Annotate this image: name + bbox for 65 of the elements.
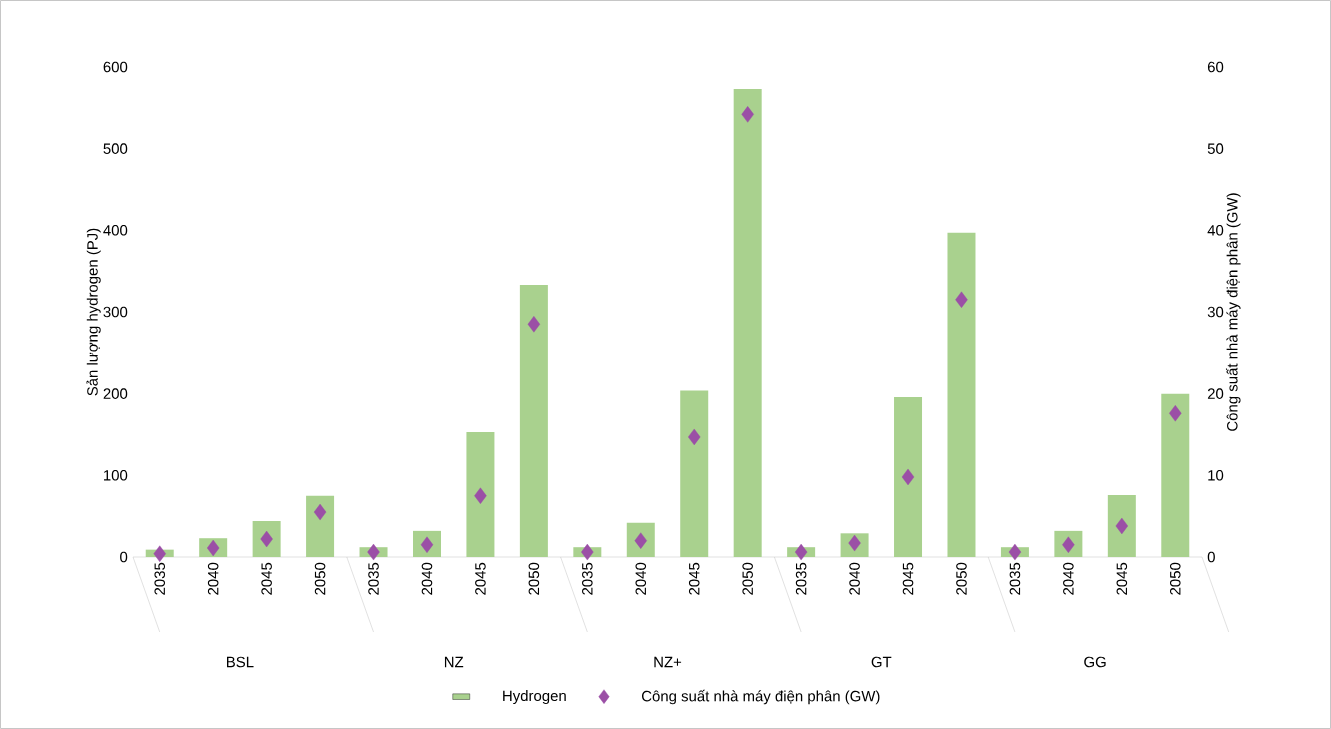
- x-tick-label: 2050: [1169, 562, 1181, 595]
- y2-tick-label: 20: [1207, 388, 1224, 399]
- text: GT: [871, 656, 892, 668]
- y-tick-label: 600: [103, 61, 128, 73]
- bar: [306, 495, 335, 557]
- y-tick-label: 200: [103, 388, 128, 399]
- y2-tick-label: 40: [1207, 225, 1224, 236]
- x-tick-label: 2050: [314, 562, 326, 595]
- point: [581, 543, 594, 561]
- legend-label: Công suất nhà máy điện phân (GW): [641, 689, 880, 705]
- point: [901, 468, 915, 486]
- y2-axis-title: Công suất nhà máy điện phân (GW): [1225, 193, 1241, 431]
- point: [527, 316, 541, 333]
- y2-tick-label: 30: [1207, 306, 1224, 318]
- point: [955, 291, 968, 308]
- x-tick-label: 2040: [207, 562, 219, 595]
- y-axis-title: Sản lượng hydrogen (PJ): [86, 228, 101, 396]
- y-tick-label: 300: [103, 306, 128, 318]
- text: NZ: [444, 656, 464, 668]
- bar: [466, 432, 495, 557]
- point: [1008, 543, 1022, 561]
- x-tick-label: 2045: [688, 562, 700, 595]
- x-tick-label: 2035: [582, 562, 593, 595]
- text: BSL: [227, 656, 254, 668]
- point: [741, 106, 754, 123]
- x-tick-label: 2045: [902, 562, 914, 595]
- bar: [733, 89, 762, 557]
- point: [794, 543, 808, 561]
- x-tick-label: 2040: [1063, 562, 1074, 595]
- bar: [894, 396, 923, 557]
- text: GG: [1084, 656, 1106, 668]
- point: [313, 503, 327, 521]
- x-tick-label: 2050: [528, 562, 540, 595]
- x-tick-label: 2035: [795, 562, 807, 595]
- point: [474, 487, 487, 504]
- legend-label: Hydrogen: [503, 690, 566, 705]
- text: NZ+: [654, 656, 682, 668]
- x-tick-label: 2045: [261, 562, 272, 595]
- x-tick-label: 2040: [635, 562, 647, 595]
- y2-tick-label: 0: [1207, 551, 1215, 563]
- x-tick-label: 2050: [956, 562, 967, 595]
- bar: [1107, 494, 1136, 557]
- x-tick-label: 2035: [154, 562, 166, 595]
- x-tick-label: 2050: [742, 562, 753, 595]
- y-tick-label: 400: [103, 225, 128, 236]
- bar: [947, 232, 976, 557]
- bar: [1161, 393, 1190, 557]
- x-tick-label: 2045: [475, 562, 486, 595]
- x-tick-label: 2045: [1116, 562, 1128, 595]
- bar: [680, 390, 709, 557]
- x-tick-label: 2035: [1009, 562, 1021, 595]
- point: [153, 545, 166, 562]
- y-tick-label: 500: [103, 143, 128, 154]
- point: [1169, 405, 1182, 422]
- x-tick-label: 2040: [421, 562, 433, 595]
- y2-tick-label: 50: [1207, 143, 1224, 154]
- bar: [519, 285, 548, 557]
- y-tick-label: 0: [120, 551, 128, 563]
- point: [367, 543, 380, 561]
- point: [688, 428, 701, 446]
- y-tick-label: 100: [104, 470, 128, 481]
- y2-tick-label: 60: [1207, 61, 1224, 73]
- x-tick-label: 2040: [849, 562, 860, 595]
- y2-tick-label: 10: [1208, 470, 1224, 481]
- x-tick-label: 2035: [368, 562, 379, 595]
